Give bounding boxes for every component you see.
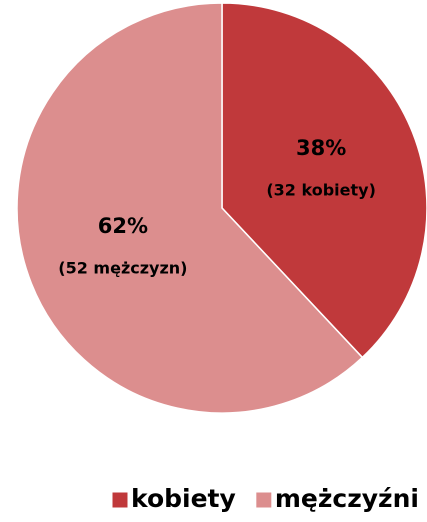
slice-percent: 62% bbox=[98, 214, 148, 238]
pie-slice bbox=[16, 2, 364, 414]
legend-swatch bbox=[111, 491, 129, 509]
slice-percent: 38% bbox=[296, 136, 346, 160]
legend-label: kobiety bbox=[131, 484, 236, 513]
slice-annotation: (32 kobiety) bbox=[266, 180, 376, 199]
legend-label: mężczyźni bbox=[275, 484, 419, 513]
slice-annotation: (52 mężczyzn) bbox=[58, 259, 187, 278]
legend-swatch bbox=[255, 491, 273, 509]
pie-slice bbox=[221, 2, 427, 359]
